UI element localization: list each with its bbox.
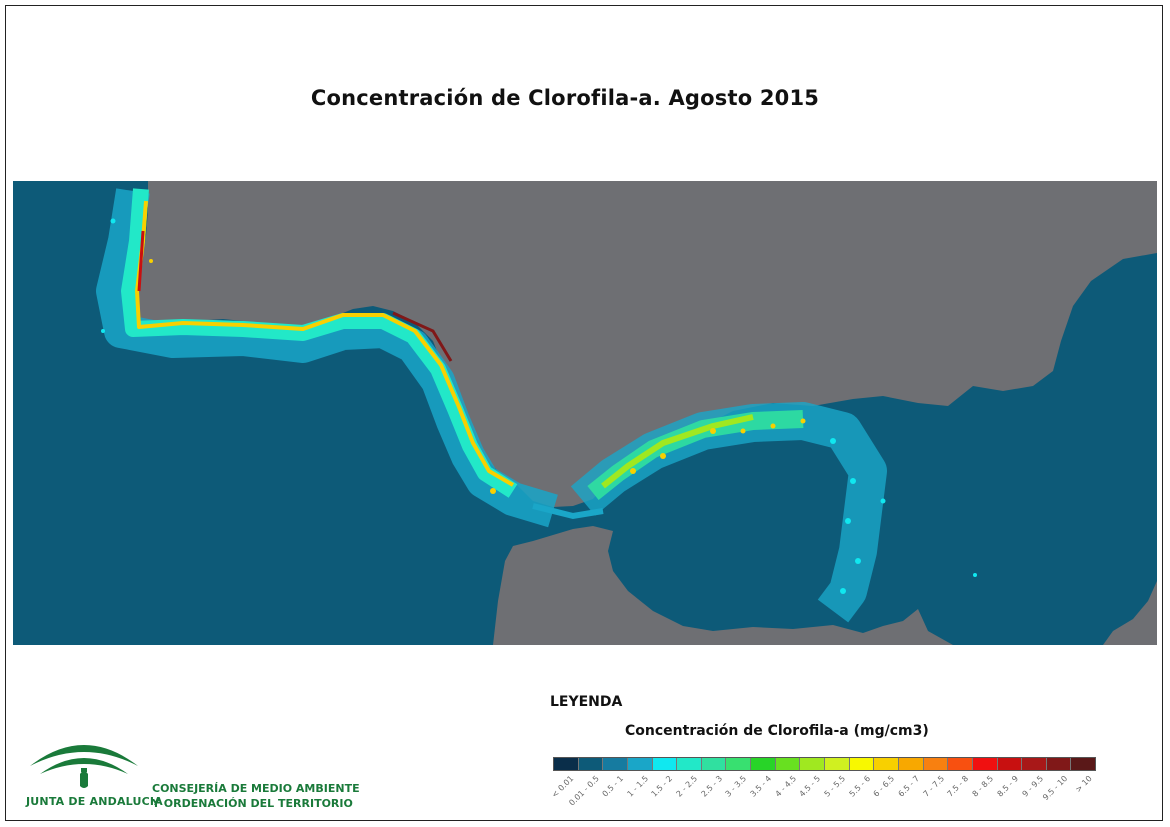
legend-heading: LEYENDA <box>550 694 623 710</box>
coastal-high-spot-2 <box>392 311 453 362</box>
legend-swatch <box>825 758 850 770</box>
legend-tick-label: 3 - 3.5 <box>723 774 749 799</box>
alboran-plume-inner <box>601 414 754 489</box>
legend-tick-label: 5.5 - 6 <box>847 774 872 799</box>
legend-swatch <box>677 758 702 770</box>
legend-swatch <box>874 758 899 770</box>
legend-tick-label: > 10 <box>1073 774 1095 795</box>
logo-name: JUNTA DE ANDALUCIA <box>26 795 163 808</box>
legend-swatch <box>1046 758 1072 770</box>
coastal-high-spot-1 <box>137 230 145 292</box>
legend-tick-label: 7.5 - 8 <box>946 774 971 799</box>
legend-swatch <box>849 758 875 770</box>
strait-channel <box>532 503 604 520</box>
iberian-land <box>133 181 1157 507</box>
legend-tick-label: 6 - 6.5 <box>871 774 897 799</box>
legend-swatch <box>578 758 604 770</box>
legend-tick-label: 8 - 8.5 <box>970 774 996 799</box>
legend-tick-label: 6.5 - 7 <box>896 774 922 799</box>
legend-tick-label: 5 - 5.5 <box>822 774 848 799</box>
legend-swatch <box>1022 758 1047 770</box>
legend-tick-label: 4 - 4.5 <box>773 774 798 799</box>
cyan-spots <box>101 218 977 594</box>
legend-tick-label: 3.5 - 4 <box>748 774 774 799</box>
legend-swatch <box>726 758 752 770</box>
legend-swatch <box>972 758 998 770</box>
legend-swatch <box>652 758 678 770</box>
department-line-2: Y ORDENACIÓN DEL TERRITORIO <box>152 797 353 810</box>
legend-swatch <box>751 758 776 770</box>
legend-tick-label: 2.5 - 3 <box>699 774 724 799</box>
legend-swatch <box>554 758 579 770</box>
atlantic-coastal-plume-mid <box>121 188 518 498</box>
legend-swatch <box>923 758 949 770</box>
legend-tick-label: 8.5 - 9 <box>995 774 1020 799</box>
page-frame <box>5 5 1163 821</box>
map-title: Concentración de Clorofila-a. Agosto 201… <box>310 86 820 110</box>
legend-swatch <box>1071 758 1096 770</box>
legend-tick-label: 1 - 1.5 <box>625 774 650 799</box>
african-land-east <box>1103 581 1157 645</box>
legend-tick-label: 4.5 - 5 <box>797 774 823 799</box>
legend-tick-label: 9.5 - 10 <box>1041 774 1070 803</box>
african-land <box>493 526 953 645</box>
department-name: CONSEJERÍA DE MEDIO AMBIENTE Y ORDENACIÓ… <box>152 781 360 811</box>
legend-swatch <box>948 758 973 770</box>
legend-swatch <box>603 758 628 770</box>
junta-andalucia-logo-icon <box>30 745 138 788</box>
legend-tick-label: 2 - 2.5 <box>674 774 700 799</box>
department-line-1: CONSEJERÍA DE MEDIO AMBIENTE <box>152 782 360 795</box>
hotspots <box>149 259 806 494</box>
legend-tick-label: 7 - 7.5 <box>921 774 946 799</box>
legend-color-bar <box>553 757 1096 771</box>
legend-swatch <box>997 758 1023 770</box>
legend-tick-label: 0.5 - 1 <box>600 774 626 799</box>
legend-subtitle: Concentración de Clorofila-a (mg/cm3) <box>625 723 929 739</box>
legend-swatch <box>898 758 924 770</box>
legend-swatch <box>775 758 801 770</box>
legend-tick-label: 1.5 - 2 <box>649 774 675 799</box>
legend-swatch <box>701 758 727 770</box>
chlorophyll-map <box>13 181 1157 645</box>
legend-swatch <box>627 758 653 770</box>
atlantic-coastal-plume-inner <box>135 200 515 487</box>
legend-swatch <box>800 758 826 770</box>
